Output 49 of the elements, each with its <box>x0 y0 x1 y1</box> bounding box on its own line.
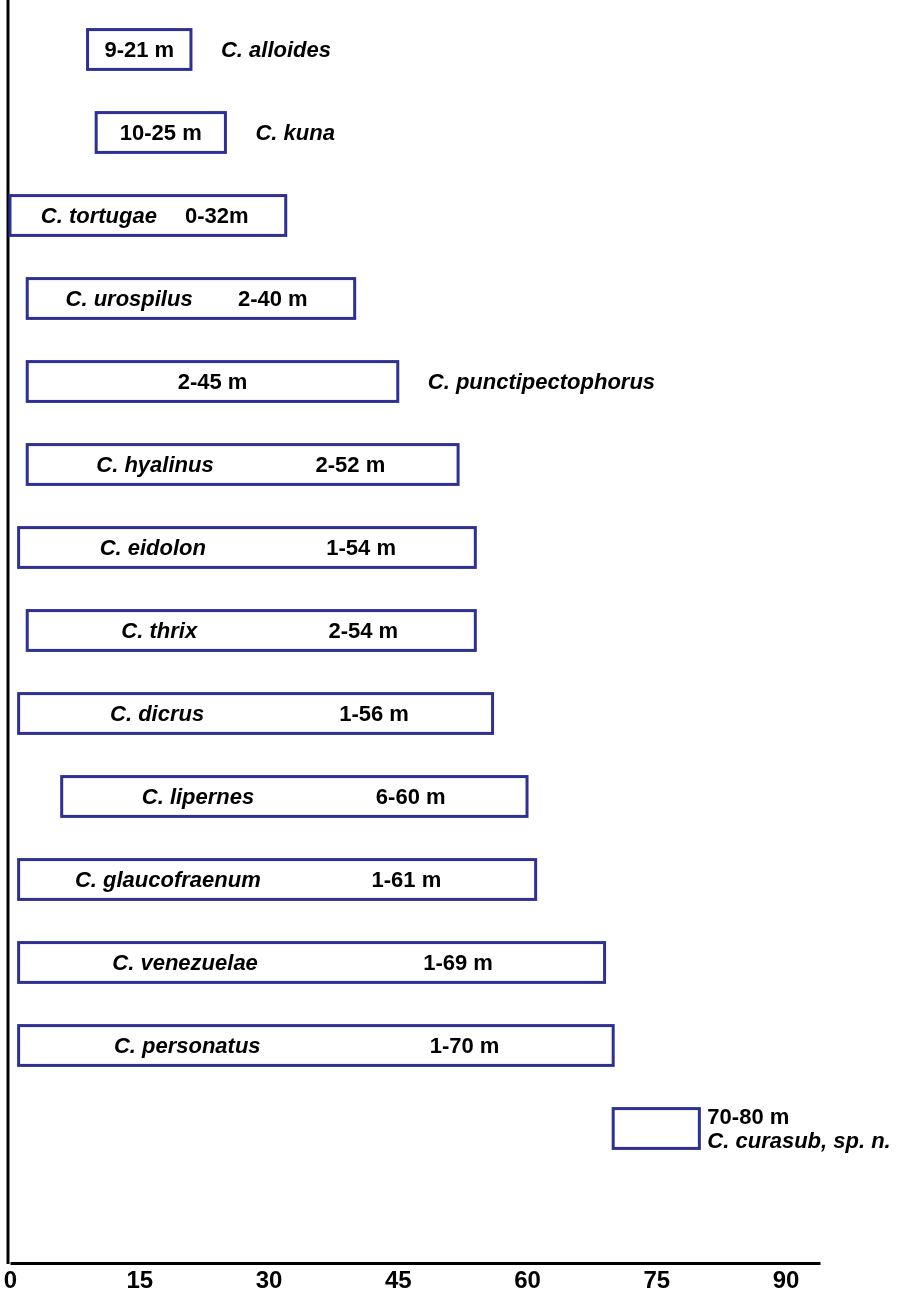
y-tick-label: C. eidolon <box>99 535 206 560</box>
y-tick-label: C. thrix <box>121 618 198 643</box>
data-label: 2-54 m <box>328 618 399 643</box>
data-label: 2-45 m <box>177 369 248 394</box>
x-tick-label: 30 <box>255 1266 283 1294</box>
bar <box>25 609 477 652</box>
bar <box>17 526 477 569</box>
data-label: 70-80 m <box>707 1104 790 1129</box>
bar <box>17 1024 615 1067</box>
data-label: 1-54 m <box>326 535 396 560</box>
x-tick-label: 15 <box>126 1266 154 1294</box>
data-label: 9-21 m <box>104 37 175 62</box>
y-tick-label: C. hyalinus <box>96 452 214 477</box>
data-label: 1-56 m <box>339 701 409 726</box>
bar <box>611 1107 701 1150</box>
y-tick-label: C. alloides <box>220 37 331 62</box>
y-tick-label: C. venezuelae <box>112 950 258 975</box>
data-label: 1-70 m <box>429 1033 500 1058</box>
y-tick-label: C. urospilus <box>65 286 193 311</box>
x-tick-label: 75 <box>643 1266 671 1294</box>
data-label: 0-32m <box>185 203 249 228</box>
bar <box>17 692 495 735</box>
y-tick-label: C. glaucofraenum <box>74 867 261 892</box>
bar <box>25 277 357 320</box>
data-label: 1-61 m <box>371 867 442 892</box>
y-tick-label: C. personatus <box>113 1033 261 1058</box>
bar <box>86 28 193 71</box>
bar <box>94 111 227 154</box>
data-label: 1-69 m <box>423 950 493 975</box>
y-tick-label: C. punctipectophorus <box>427 369 656 394</box>
x-tick-label: 0 <box>3 1266 18 1294</box>
bar <box>60 775 529 818</box>
y-tick-label: C. dicrus <box>110 701 205 726</box>
bar <box>17 941 607 984</box>
bar <box>8 194 288 237</box>
y-tick-label: C. curasub, sp. n. <box>707 1128 891 1153</box>
x-tick-label: 45 <box>384 1266 412 1294</box>
y-tick-label: C. kuna <box>255 120 335 145</box>
data-label: 2-52 m <box>315 452 386 477</box>
data-label: 10-25 m <box>119 120 202 145</box>
bar <box>25 443 460 486</box>
x-tick-label: 60 <box>514 1266 541 1294</box>
bar <box>17 858 538 901</box>
x-tick-label: 90 <box>772 1266 800 1294</box>
y-tick-label: C. tortugae <box>40 203 157 228</box>
data-label: 6-60 m <box>375 784 446 809</box>
y-tick-label: C. lipernes <box>141 784 255 809</box>
data-label: 2-40 m <box>237 286 308 311</box>
bar <box>25 360 400 403</box>
